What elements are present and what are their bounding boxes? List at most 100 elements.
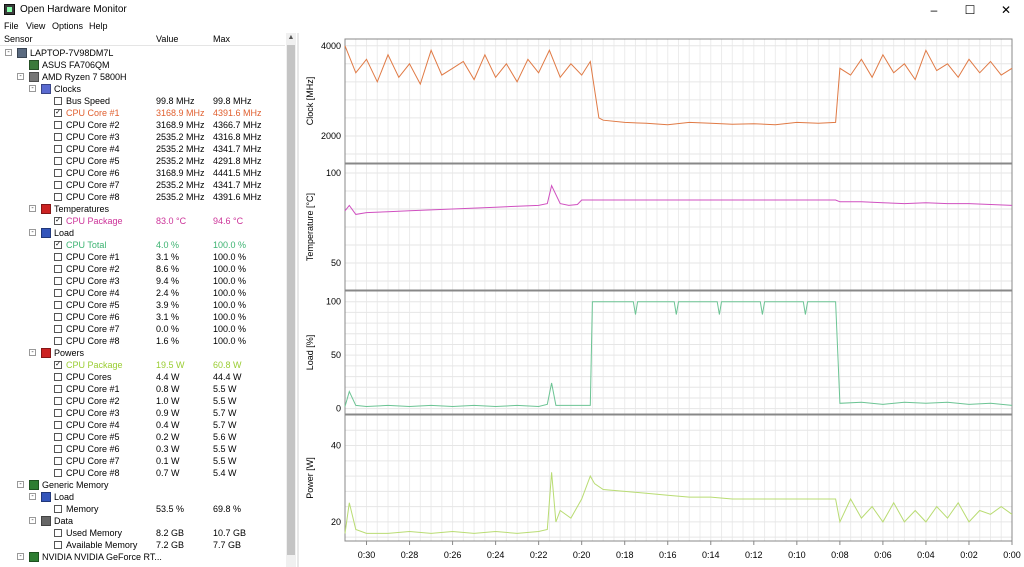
tree-node[interactable]: - Load [0,227,285,239]
sensor-row[interactable]: Bus Speed 99.8 MHz 99.8 MHz [0,95,285,107]
plot-checkbox[interactable]: ✓ [54,109,62,117]
plot-checkbox[interactable] [54,313,62,321]
column-sensor[interactable]: Sensor [4,34,33,44]
sensor-row[interactable]: CPU Core #4 0.4 W 5.7 W [0,419,285,431]
plot-checkbox[interactable] [54,409,62,417]
plot-checkbox[interactable] [54,265,62,273]
plot-checkbox[interactable]: ✓ [54,217,62,225]
plot-checkbox[interactable] [54,433,62,441]
plot-checkbox[interactable] [54,253,62,261]
plot-checkbox[interactable] [54,445,62,453]
sensor-row[interactable]: CPU Core #8 0.7 W 5.4 W [0,467,285,479]
plot-checkbox[interactable] [54,385,62,393]
plot-checkbox[interactable] [54,421,62,429]
tree-node[interactable]: - Data [0,515,285,527]
tree-node[interactable]: - NVIDIA NVIDIA GeForce RT... [0,551,285,563]
expand-toggle-icon[interactable]: - [5,49,12,56]
plot-checkbox[interactable] [54,157,62,165]
tree-node[interactable]: - Clocks [0,83,285,95]
tree-node[interactable]: - Temperatures [0,203,285,215]
plot-checkbox[interactable] [54,397,62,405]
sensor-row[interactable]: ✓ CPU Total 4.0 % 100.0 % [0,239,285,251]
sensor-row[interactable]: ✓ CPU Package 83.0 °C 94.6 °C [0,215,285,227]
tree-node[interactable]: - LAPTOP-7V98DM7L [0,47,285,59]
plot-checkbox[interactable]: ✓ [54,241,62,249]
expand-toggle-icon[interactable]: - [29,205,36,212]
menu-help[interactable]: Help [89,21,108,31]
plot-checkbox[interactable] [54,121,62,129]
plot-checkbox[interactable] [54,133,62,141]
plot-checkbox[interactable] [54,529,62,537]
column-max[interactable]: Max [213,34,231,44]
plot-checkbox[interactable] [54,277,62,285]
sensor-row[interactable]: CPU Core #5 3.9 % 100.0 % [0,299,285,311]
sensor-row[interactable]: Used Memory 8.2 GB 10.7 GB [0,527,285,539]
plot-checkbox[interactable] [54,505,62,513]
sensor-row[interactable]: CPU Core #2 1.0 W 5.5 W [0,395,285,407]
maximize-button[interactable]: ☐ [964,3,976,17]
sensor-row[interactable]: CPU Core #6 0.3 W 5.5 W [0,443,285,455]
sensor-row[interactable]: CPU Core #4 2.4 % 100.0 % [0,287,285,299]
expand-toggle-icon[interactable]: - [17,481,24,488]
close-button[interactable]: ✕ [1000,3,1012,17]
plot-checkbox[interactable] [54,469,62,477]
sensor-row[interactable]: Available Memory 7.2 GB 7.7 GB [0,539,285,551]
tree-node[interactable]: - Powers [0,347,285,359]
tree-scrollbar[interactable]: ▲ [286,33,296,567]
sensor-row[interactable]: CPU Core #6 3168.9 MHz 4441.5 MHz [0,167,285,179]
tree-node[interactable]: ASUS FA706QM [0,59,285,71]
tree-node[interactable]: - Generic Memory [0,479,285,491]
plot-checkbox[interactable]: ✓ [54,361,62,369]
plot-checkbox[interactable] [54,373,62,381]
plot-checkbox[interactable] [54,181,62,189]
menu-file[interactable]: File [4,21,19,31]
sensor-row[interactable]: CPU Core #5 2535.2 MHz 4291.8 MHz [0,155,285,167]
sensor-max: 5.5 W [213,384,237,394]
menu-view[interactable]: View [26,21,46,31]
sensor-row[interactable]: CPU Core #6 3.1 % 100.0 % [0,311,285,323]
plot-checkbox[interactable] [54,169,62,177]
expand-toggle-icon[interactable]: - [17,73,24,80]
expand-toggle-icon[interactable]: - [29,349,36,356]
menu-options[interactable]: Options [52,21,84,31]
plot-checkbox[interactable] [54,541,62,549]
sensor-row[interactable]: CPU Core #3 2535.2 MHz 4316.8 MHz [0,131,285,143]
sensor-row[interactable]: ✓ CPU Core #1 3168.9 MHz 4391.6 MHz [0,107,285,119]
plot-checkbox[interactable] [54,145,62,153]
sensor-row[interactable]: Memory 53.5 % 69.8 % [0,503,285,515]
minimize-button[interactable]: – [930,3,938,17]
expand-toggle-icon[interactable]: - [17,553,24,560]
tree-node[interactable]: - Load [0,491,285,503]
plot-checkbox[interactable] [54,289,62,297]
sensor-row[interactable]: CPU Core #1 0.8 W 5.5 W [0,383,285,395]
sensor-row[interactable]: CPU Core #7 0.1 W 5.5 W [0,455,285,467]
sensor-row[interactable]: CPU Core #7 0.0 % 100.0 % [0,323,285,335]
scroll-thumb[interactable] [287,45,295,555]
column-value[interactable]: Value [156,34,179,44]
expand-toggle-icon[interactable]: - [29,493,36,500]
scroll-up-icon[interactable]: ▲ [287,34,295,41]
plot-checkbox[interactable] [54,301,62,309]
sensor-row[interactable]: CPU Core #5 0.2 W 5.6 W [0,431,285,443]
sensor-row[interactable]: CPU Core #2 3168.9 MHz 4366.7 MHz [0,119,285,131]
sensor-row[interactable]: CPU Core #3 9.4 % 100.0 % [0,275,285,287]
tree-node[interactable]: - AMD Ryzen 7 5800H [0,71,285,83]
splitter[interactable] [297,33,299,567]
sensor-row[interactable]: CPU Core #1 3.1 % 100.0 % [0,251,285,263]
expand-toggle-icon[interactable]: - [29,85,36,92]
expand-toggle-icon[interactable]: - [29,517,36,524]
plot-checkbox[interactable] [54,325,62,333]
sensor-row[interactable]: CPU Core #2 8.6 % 100.0 % [0,263,285,275]
sensor-row[interactable]: CPU Core #3 0.9 W 5.7 W [0,407,285,419]
sensor-row[interactable]: CPU Core #7 2535.2 MHz 4341.7 MHz [0,179,285,191]
plot-checkbox[interactable] [54,97,62,105]
plot-checkbox[interactable] [54,193,62,201]
expand-toggle-icon[interactable]: - [29,229,36,236]
plot-checkbox[interactable] [54,337,62,345]
sensor-row[interactable]: CPU Cores 4.4 W 44.4 W [0,371,285,383]
sensor-row[interactable]: CPU Core #8 2535.2 MHz 4391.6 MHz [0,191,285,203]
plot-checkbox[interactable] [54,457,62,465]
sensor-row[interactable]: ✓ CPU Package 19.5 W 60.8 W [0,359,285,371]
sensor-row[interactable]: CPU Core #8 1.6 % 100.0 % [0,335,285,347]
sensor-row[interactable]: CPU Core #4 2535.2 MHz 4341.7 MHz [0,143,285,155]
